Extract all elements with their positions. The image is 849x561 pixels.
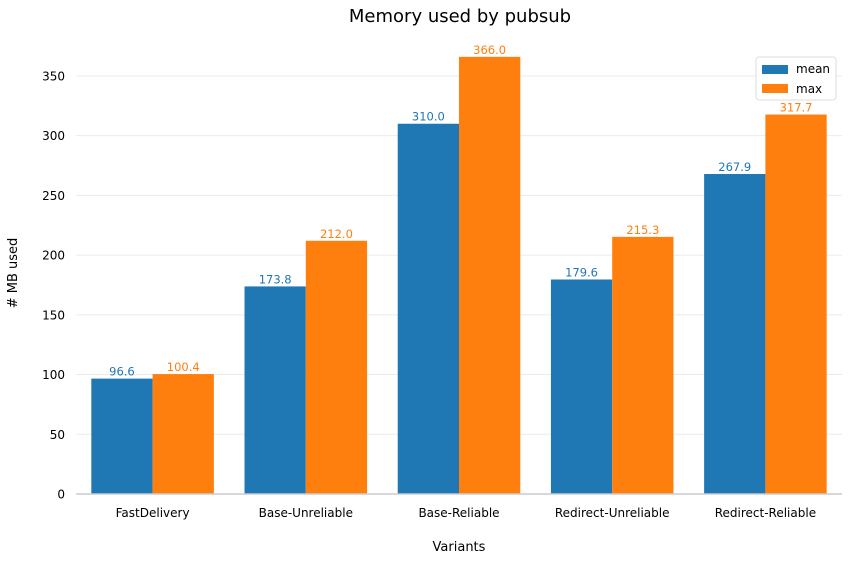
legend-label-mean: mean xyxy=(796,62,830,76)
bar-mean xyxy=(91,378,153,494)
x-axis-label: Variants xyxy=(433,540,486,555)
x-tick-label: Redirect-Reliable xyxy=(715,506,816,520)
bar-max xyxy=(765,114,827,495)
bar-max xyxy=(152,374,214,494)
data-label-max: 212.0 xyxy=(320,227,353,241)
y-tick-label: 350 xyxy=(42,69,65,83)
x-tick-label: Base-Unreliable xyxy=(259,506,353,520)
data-label-mean: 96.6 xyxy=(109,365,135,379)
data-label-max: 100.4 xyxy=(167,360,200,374)
bar-mean xyxy=(550,279,613,494)
legend-swatch-mean xyxy=(762,65,788,74)
y-tick-label: 100 xyxy=(42,368,65,382)
legend-swatch-max xyxy=(762,84,788,93)
legend: mean max xyxy=(755,56,837,101)
data-label-mean: 267.9 xyxy=(718,160,751,174)
y-tick-labels: 0 50 100 150 200 250 300 350 xyxy=(42,69,65,501)
data-label-max: 366.0 xyxy=(473,43,506,57)
bar-mean xyxy=(704,174,766,494)
bar-max xyxy=(305,240,368,494)
y-tick-label: 150 xyxy=(42,308,65,322)
data-labels: 96.6 100.4 173.8 212.0 310.0 366.0 179.6 215.3 2… xyxy=(109,43,812,379)
data-label-max: 215.3 xyxy=(626,223,659,237)
legend-label-max: max xyxy=(796,82,822,96)
chart-title: Memory used by pubsub xyxy=(349,6,571,27)
data-label-max: 317.7 xyxy=(780,101,813,115)
y-tick-label: 200 xyxy=(42,249,65,263)
bar-mean xyxy=(244,286,306,494)
y-tick-label: 0 xyxy=(57,488,65,502)
x-tick-label: Redirect-Unreliable xyxy=(555,506,670,520)
x-tick-label: Base-Reliable xyxy=(418,506,499,520)
bar-mean xyxy=(397,123,459,495)
data-label-mean: 179.6 xyxy=(565,265,598,279)
y-tick-label: 300 xyxy=(42,129,65,143)
data-label-mean: 310.0 xyxy=(412,110,445,124)
bar-max xyxy=(612,236,674,495)
x-tick-labels: FastDelivery Base-Unreliable Base-Reliable… xyxy=(116,506,816,520)
bar-max xyxy=(459,56,521,494)
y-tick-label: 250 xyxy=(42,189,65,203)
data-label-mean: 173.8 xyxy=(259,272,292,286)
x-tick-label: FastDelivery xyxy=(116,506,190,520)
y-axis-label: # MB used xyxy=(6,238,21,309)
y-tick-label: 50 xyxy=(50,428,65,442)
bars xyxy=(91,56,827,495)
